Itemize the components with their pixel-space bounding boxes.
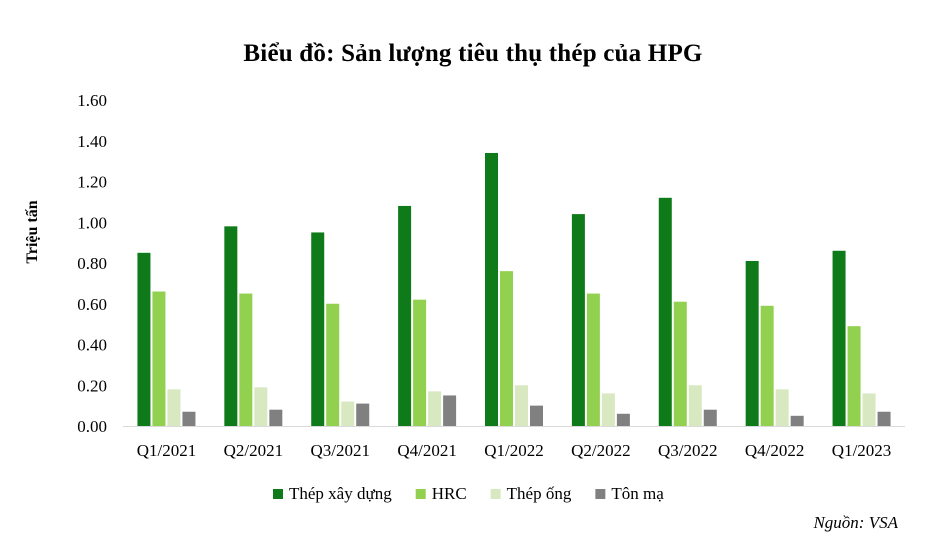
bar [877, 411, 891, 426]
legend-swatch [415, 489, 426, 499]
x-tick-label: Q1/2022 [484, 441, 544, 460]
x-axis-ticks: Q1/2021 Q2/2021 Q3/2021 Q4/2021 Q1/2022 Q2/20… [137, 441, 892, 460]
legend: Thép xây dựng HRC Thép ống Tôn mạ [273, 484, 664, 503]
bar [832, 250, 846, 426]
bar [428, 391, 442, 426]
y-tick-label: 0.40 [77, 336, 107, 355]
bar [500, 271, 513, 426]
y-tick-label: 1.20 [77, 173, 107, 192]
legend-swatch [273, 489, 283, 499]
legend-label: Tôn mạ [611, 484, 664, 503]
bar [152, 291, 166, 426]
bar [530, 405, 543, 426]
bar [673, 301, 687, 426]
bar [311, 232, 325, 426]
bar [790, 415, 804, 426]
bar [571, 214, 585, 426]
bar [658, 197, 672, 426]
x-tick-label: Q3/2021 [310, 441, 370, 460]
bar [254, 387, 268, 426]
bar [413, 299, 427, 426]
bar [745, 260, 759, 426]
y-tick-label: 1.60 [77, 91, 107, 110]
legend-label: Thép xây dựng [289, 484, 392, 503]
bar [485, 152, 498, 426]
bar [775, 389, 789, 426]
bar [167, 389, 181, 426]
y-axis-ticks: 0.00 0.20 0.40 0.60 0.80 1.00 1.20 1.40 1.60 [77, 91, 107, 436]
bar [443, 395, 457, 426]
y-tick-label: 0.00 [77, 417, 107, 436]
legend-swatch [490, 489, 501, 499]
bar [356, 403, 370, 426]
bar [601, 393, 615, 426]
bar [239, 293, 253, 426]
bar [137, 252, 151, 426]
bar [269, 409, 283, 426]
bar [398, 205, 412, 426]
legend-label: Thép ống [507, 484, 572, 503]
y-tick-label: 0.20 [77, 376, 107, 395]
legend-swatch [595, 489, 606, 499]
chart-title: Biểu đồ: Sản lượng tiêu thụ thép của HPG [243, 40, 703, 67]
bar [224, 226, 238, 426]
legend-label: HRC [432, 484, 467, 503]
source-note: Nguồn: VSA [813, 513, 898, 532]
y-tick-label: 0.80 [77, 254, 107, 273]
x-tick-label: Q2/2021 [224, 441, 284, 460]
y-tick-label: 1.40 [77, 132, 107, 151]
x-tick-label: Q4/2021 [397, 441, 457, 460]
x-tick-label: Q3/2022 [658, 441, 718, 460]
bar [760, 305, 774, 426]
bar [586, 293, 600, 426]
bar [326, 303, 340, 426]
bar [515, 385, 528, 426]
x-tick-label: Q4/2022 [745, 441, 805, 460]
bar [862, 393, 876, 426]
bar [616, 413, 630, 426]
bar [182, 411, 196, 426]
y-axis-label: Triệu tấn [24, 200, 41, 263]
bar [703, 409, 717, 426]
x-tick-label: Q1/2023 [832, 441, 892, 460]
bar [847, 326, 861, 426]
y-tick-label: 0.60 [77, 295, 107, 314]
x-tick-label: Q2/2022 [571, 441, 631, 460]
bar [688, 385, 702, 426]
bars [137, 152, 891, 426]
bar [341, 401, 355, 426]
y-tick-label: 1.00 [77, 213, 107, 232]
x-tick-label: Q1/2021 [137, 441, 197, 460]
